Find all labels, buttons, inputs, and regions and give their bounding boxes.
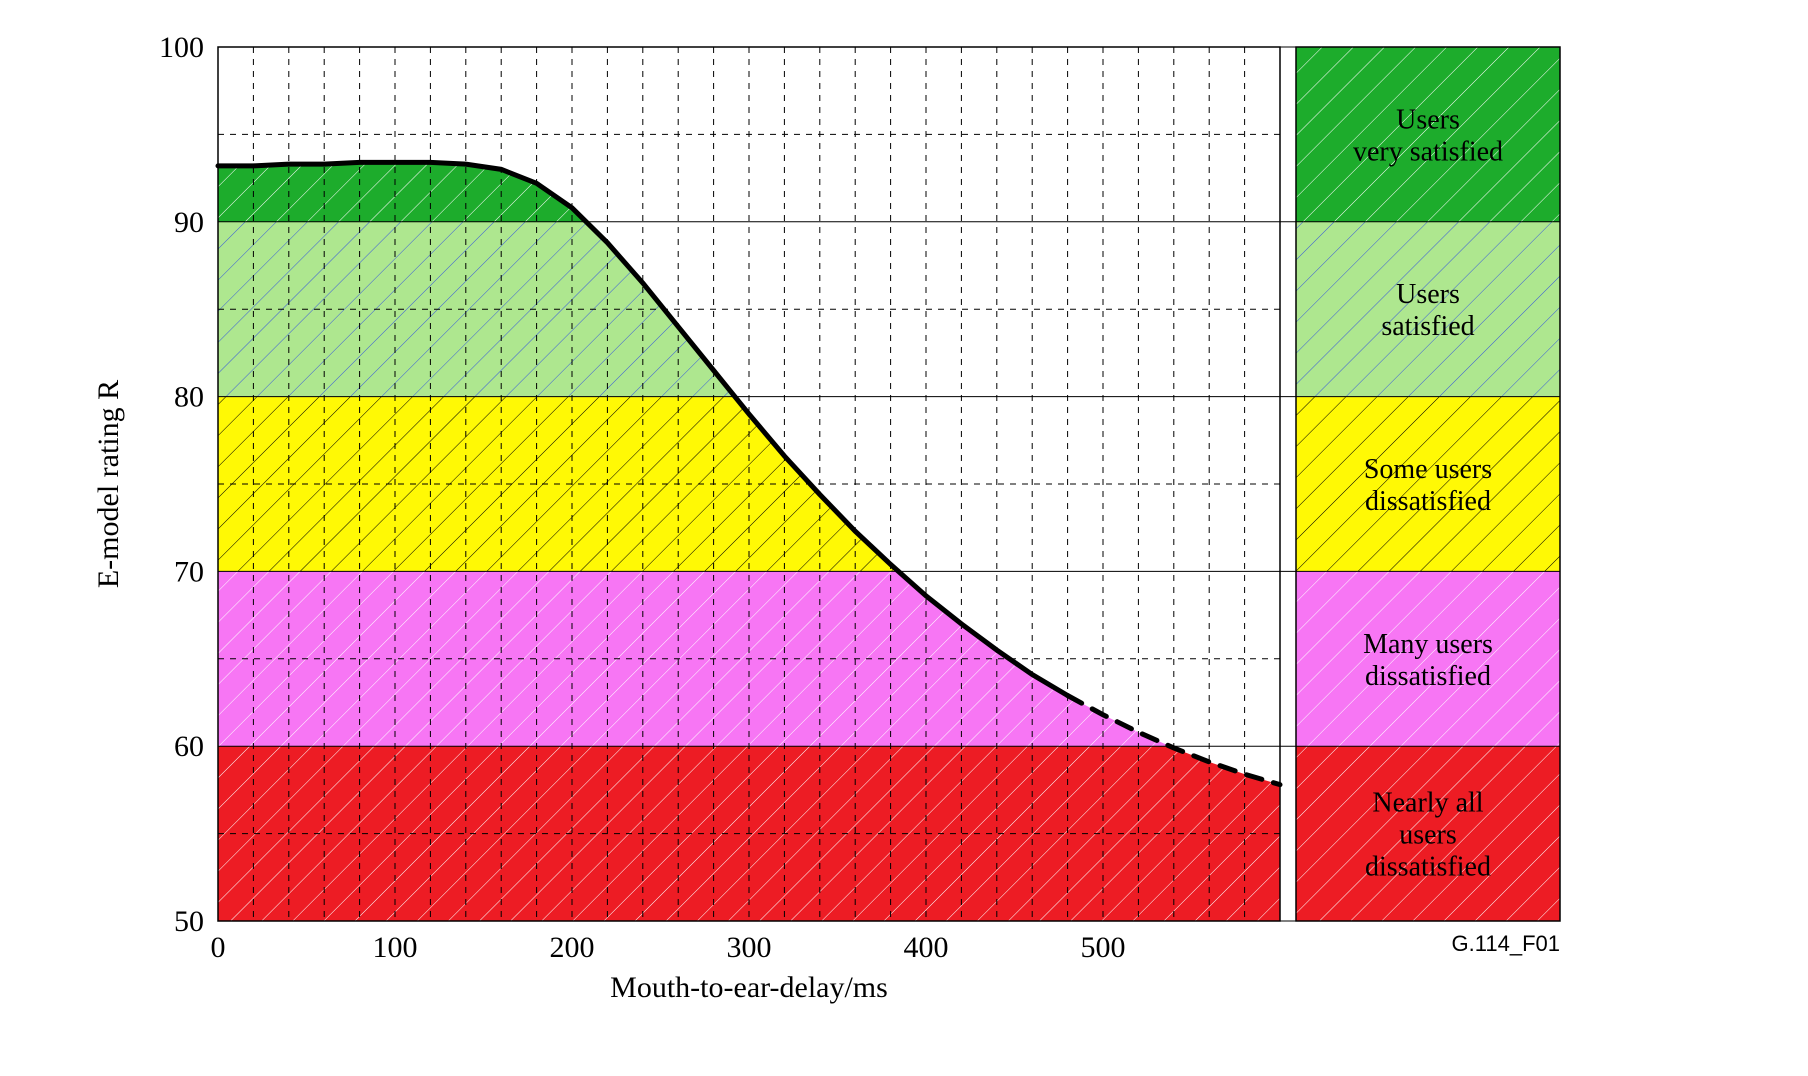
x-tick-label: 300 bbox=[727, 931, 772, 964]
y-tick-label: 70 bbox=[174, 555, 204, 588]
emodel-delay-chart: 0 100 200 300 400 500 50 60 70 80 90 100 Mouth-to-ea… bbox=[0, 0, 1808, 1076]
x-tick-label: 500 bbox=[1081, 931, 1126, 964]
y-tick-label: 100 bbox=[159, 31, 204, 64]
legend-zone-label: Some users bbox=[1364, 454, 1492, 485]
legend-zone-label: users bbox=[1399, 820, 1457, 851]
x-tick-label: 200 bbox=[550, 931, 595, 964]
zone-hatch bbox=[218, 162, 586, 221]
legend-zone-label: dissatisfied bbox=[1365, 852, 1491, 883]
legend-zone-label: satisfied bbox=[1381, 311, 1474, 342]
y-tick-label: 80 bbox=[174, 381, 204, 414]
x-axis-label: Mouth-to-ear-delay/ms bbox=[610, 971, 888, 1004]
chart-svg: 0 100 200 300 400 500 50 60 70 80 90 100 Mouth-to-ea… bbox=[0, 0, 1808, 1076]
legend-zone-label: dissatisfied bbox=[1365, 661, 1491, 692]
legend-zone-label: Users bbox=[1396, 279, 1460, 310]
x-tick-label: 0 bbox=[211, 931, 226, 964]
x-tick-label: 100 bbox=[373, 931, 418, 964]
legend-zone-label: very satisfied bbox=[1353, 136, 1503, 167]
y-tick-label: 90 bbox=[174, 206, 204, 239]
y-axis-label: E-model rating R bbox=[92, 380, 125, 588]
x-tick-label: 400 bbox=[904, 931, 949, 964]
figure-id: G.114_F01 bbox=[1452, 931, 1560, 956]
legend-zone-label: Nearly all bbox=[1372, 788, 1483, 819]
legend-zone-label: Many users bbox=[1363, 629, 1493, 660]
y-tick-label: 50 bbox=[174, 905, 204, 938]
legend-zone-label: Users bbox=[1396, 104, 1460, 135]
y-tick-label: 60 bbox=[174, 730, 204, 763]
legend-zone-label: dissatisfied bbox=[1365, 486, 1491, 517]
